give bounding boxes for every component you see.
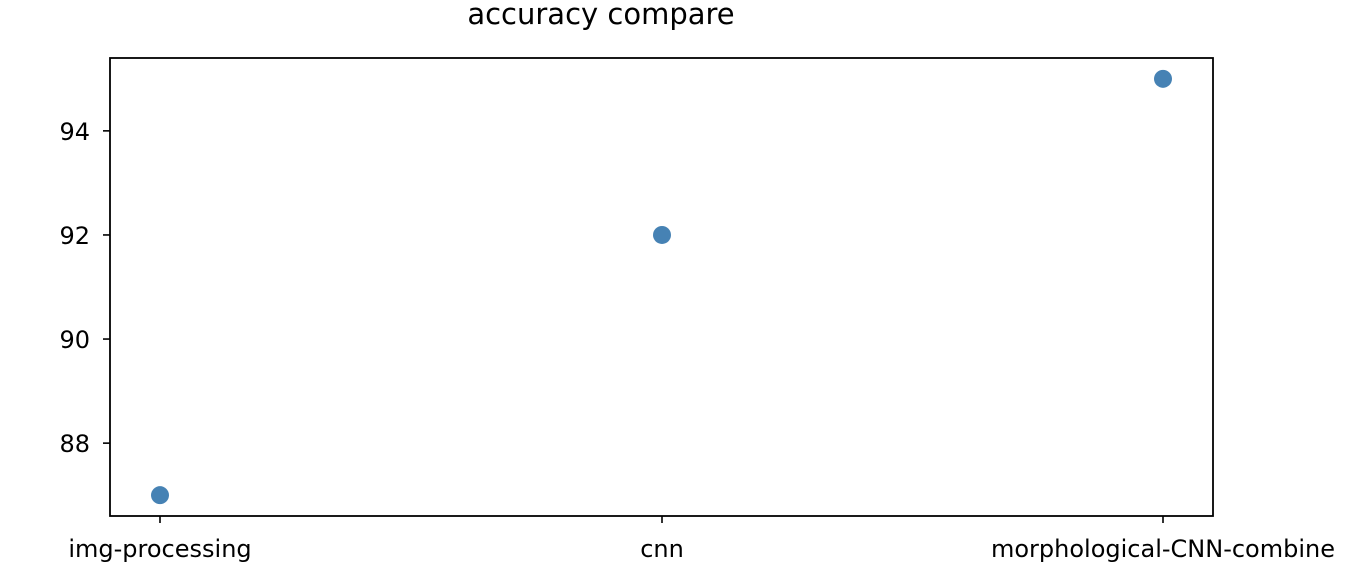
y-tick-label: 88 (59, 430, 90, 458)
x-tick-label: img-processing (68, 535, 251, 563)
x-tick-label: morphological-CNN-combine (991, 535, 1335, 563)
data-point (653, 225, 671, 244)
data-point (1154, 69, 1172, 88)
data-points (151, 69, 1172, 505)
x-axis: img-processing cnn morphological-CNN-combi… (68, 516, 1335, 563)
plot-area (109, 57, 1214, 517)
y-tick-label: 90 (59, 326, 90, 354)
x-tick-label: cnn (640, 535, 684, 563)
y-tick-label: 92 (59, 222, 90, 250)
data-point (151, 486, 169, 505)
y-axis: 88 90 92 94 (59, 118, 110, 458)
y-tick-label: 94 (59, 118, 90, 146)
chart-title: accuracy compare (467, 0, 734, 31)
